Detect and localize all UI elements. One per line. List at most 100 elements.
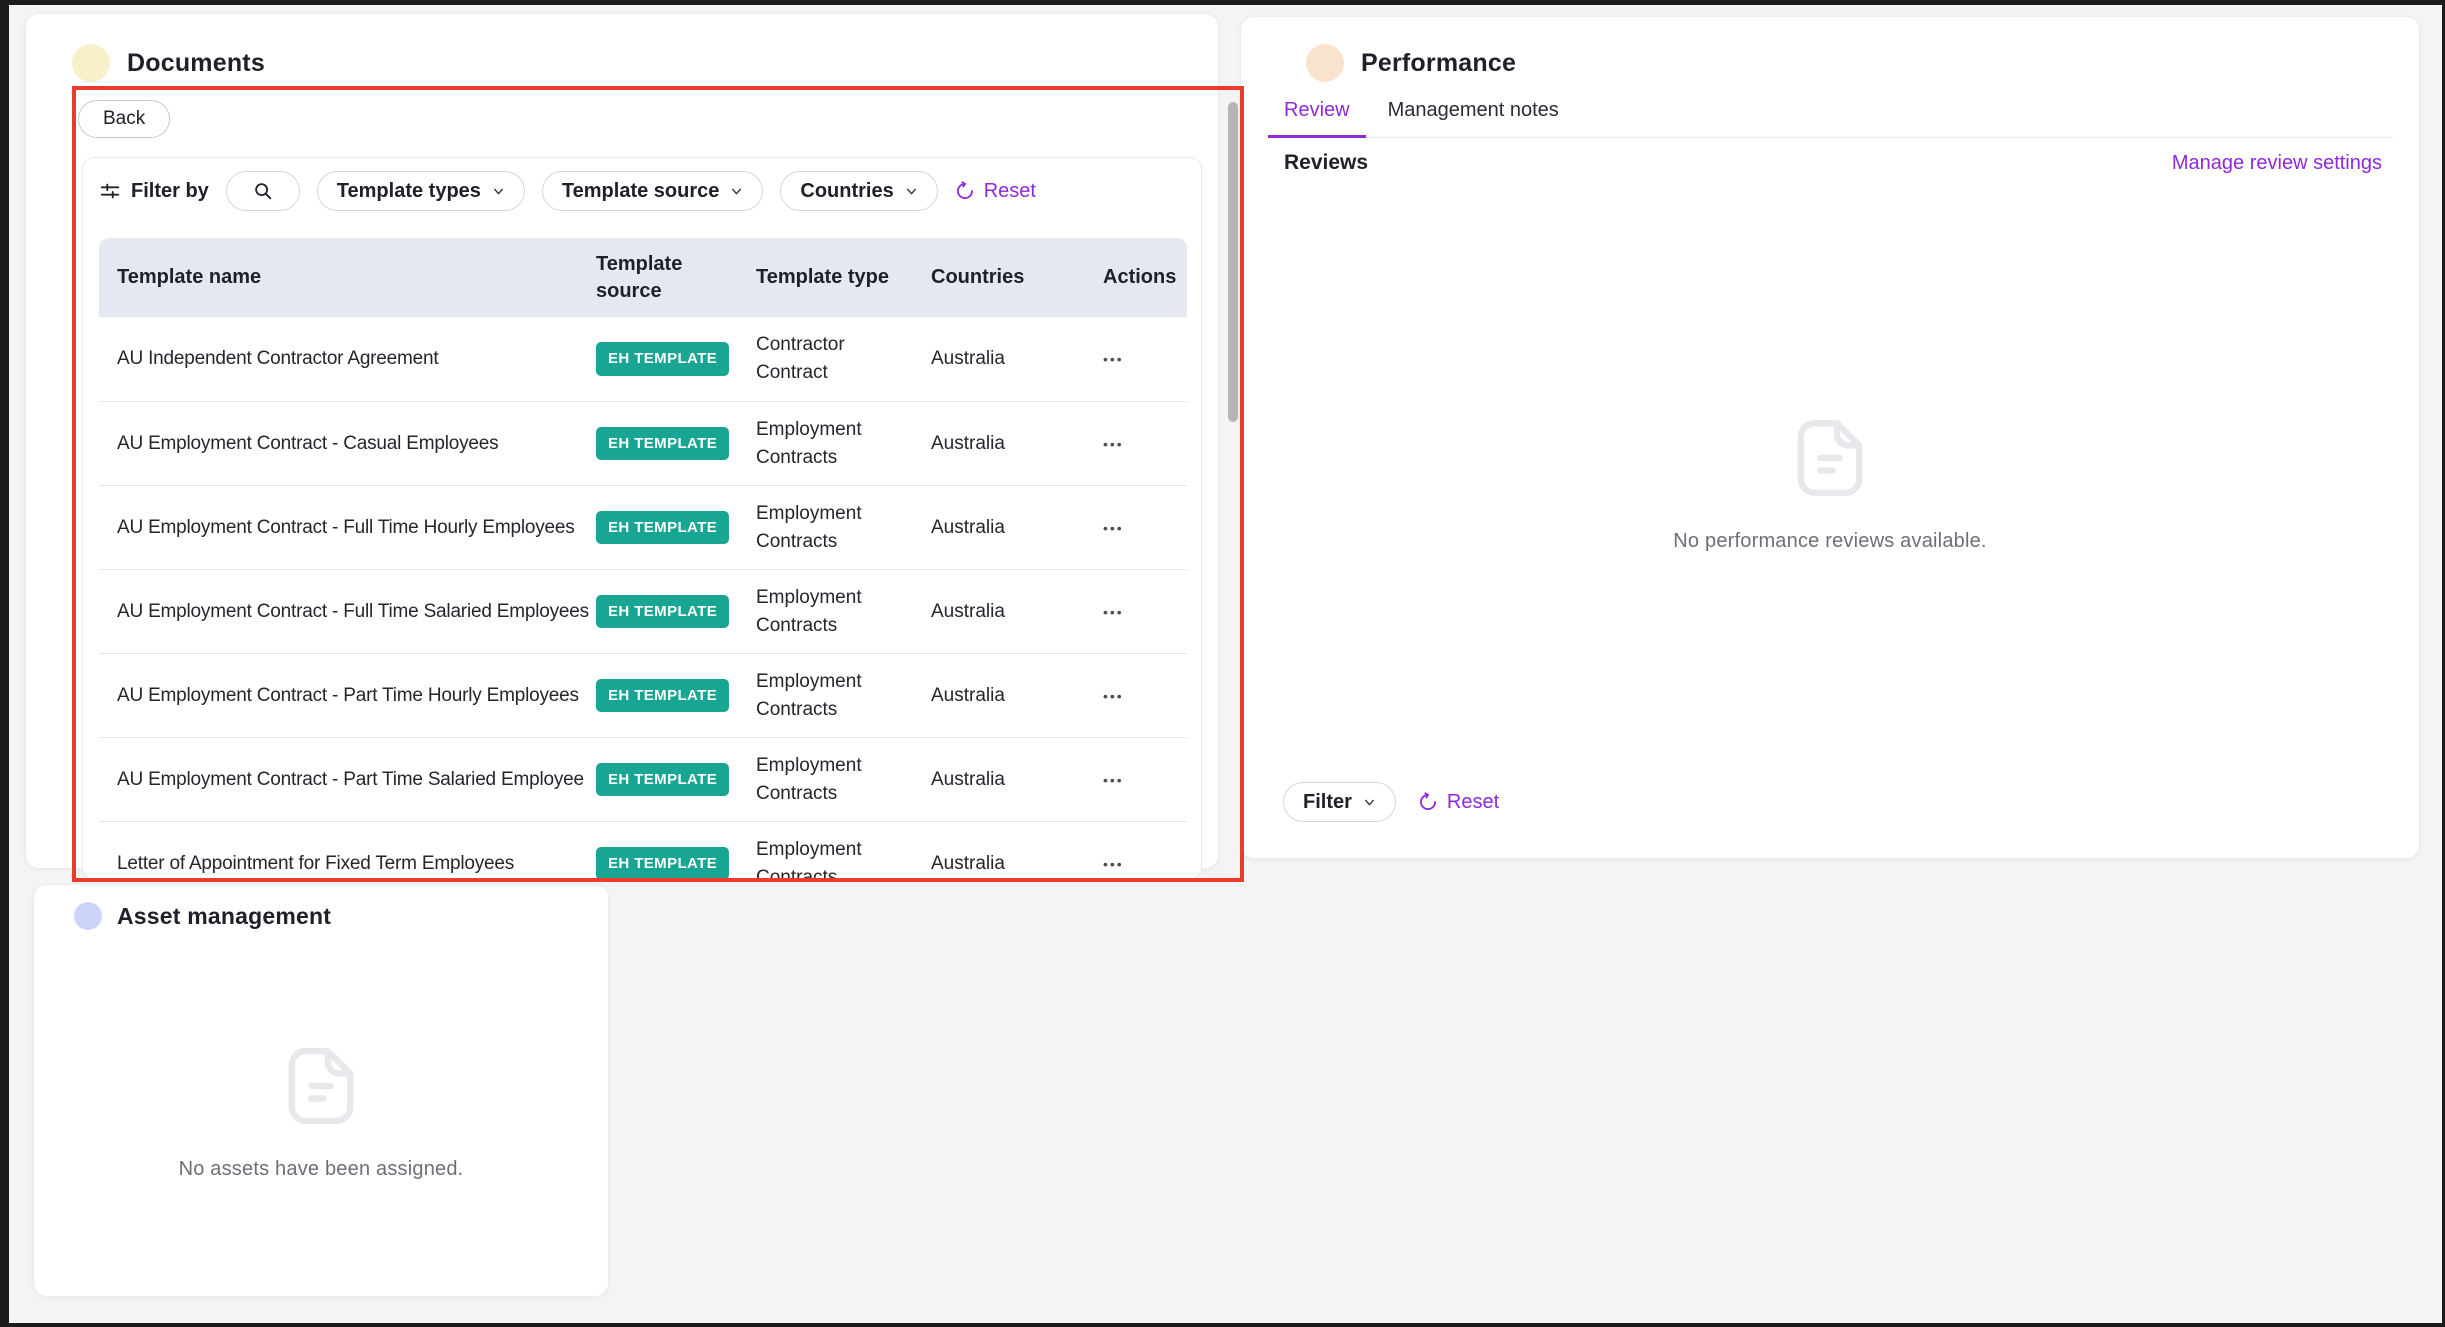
row-actions-button[interactable]: ••• (1103, 682, 1187, 710)
header-template-source: Template source (596, 252, 683, 302)
template-types-dropdown[interactable]: Template types (316, 171, 525, 211)
document-icon (1797, 420, 1863, 496)
filter-by-label: Filter by (99, 180, 209, 203)
template-name-cell: AU Employment Contract - Full Time Hourl… (117, 516, 575, 538)
performance-title: Performance (1361, 48, 1517, 77)
table-row[interactable]: Letter of Appointment for Fixed Term Emp… (99, 821, 1187, 880)
countries-cell: Australia (931, 852, 1005, 874)
template-type-cell: Employment Contracts (756, 838, 862, 880)
row-actions-button[interactable]: ••• (1103, 766, 1187, 794)
asset-panel-header: Asset management (74, 902, 331, 930)
table-row[interactable]: AU Employment Contract - Full Time Hourl… (99, 485, 1187, 569)
countries-cell: Australia (931, 768, 1005, 790)
table-body: AU Independent Contractor Agreement EH T… (99, 317, 1187, 880)
table-row[interactable]: AU Independent Contractor Agreement EH T… (99, 317, 1187, 401)
performance-filter-label: Filter (1303, 790, 1352, 813)
row-actions-button[interactable]: ••• (1103, 850, 1187, 878)
template-source-badge: EH TEMPLATE (596, 342, 730, 376)
performance-panel-header: Performance (1306, 44, 1516, 82)
template-source-badge: EH TEMPLATE (596, 426, 730, 461)
template-source-cell: EH TEMPLATE (596, 342, 756, 376)
countries-cell: Australia (931, 348, 1005, 370)
template-type-cell: Employment Contracts (756, 586, 862, 636)
reset-icon (1419, 792, 1436, 810)
template-name-cell: AU Employment Contract - Casual Employee… (117, 432, 499, 454)
documents-title: Documents (127, 48, 265, 77)
performance-empty-state: No performance reviews available. (1241, 419, 2419, 553)
asset-empty-state: No assets have been assigned. (34, 1047, 608, 1181)
documents-scrollbar-thumb[interactable] (1228, 102, 1238, 422)
performance-empty-text: No performance reviews available. (1673, 530, 1987, 552)
chevron-down-icon (493, 188, 503, 194)
table-row[interactable]: AU Employment Contract - Part Time Salar… (99, 737, 1187, 821)
template-name-cell: Letter of Appointment for Fixed Term Emp… (117, 852, 515, 874)
performance-reset-link[interactable]: Reset (1418, 791, 1499, 814)
performance-controls: Filter Reset (1283, 782, 1499, 822)
countries-label: Countries (800, 179, 894, 202)
table-row[interactable]: AU Employment Contract - Casual Employee… (99, 401, 1187, 485)
template-type-cell: Employment Contracts (756, 418, 862, 468)
template-source-badge: EH TEMPLATE (596, 510, 730, 545)
documents-reset-label: Reset (983, 179, 1036, 202)
sliders-icon (100, 183, 120, 199)
template-source-badge: EH TEMPLATE (596, 594, 730, 629)
template-source-cell: EH TEMPLATE (596, 762, 756, 797)
asset-title: Asset management (117, 902, 332, 929)
template-source-cell: EH TEMPLATE (596, 510, 756, 545)
header-template-name: Template name (117, 266, 262, 288)
header-countries: Countries (931, 266, 1025, 288)
templates-table-container: Filter by Template types Template source (82, 157, 1202, 880)
countries-cell: Australia (931, 516, 1005, 538)
row-actions-button[interactable]: ••• (1103, 345, 1187, 373)
chevron-down-icon (906, 188, 916, 194)
header-actions: Actions (1103, 266, 1177, 288)
search-button[interactable] (225, 171, 300, 211)
reviews-header-row: Reviews Manage review settings (1284, 151, 2382, 175)
template-type-cell: Employment Contracts (756, 502, 862, 552)
documents-reset-link[interactable]: Reset (955, 180, 1036, 203)
manage-review-settings-link[interactable]: Manage review settings (2171, 151, 2382, 174)
table-row[interactable]: AU Employment Contract - Full Time Salar… (99, 569, 1187, 653)
template-source-cell: EH TEMPLATE (596, 678, 756, 713)
table-row[interactable]: AU Employment Contract - Part Time Hourl… (99, 653, 1187, 737)
row-actions-button[interactable]: ••• (1103, 514, 1187, 542)
template-source-dropdown[interactable]: Template source (541, 171, 764, 211)
template-name-cell: AU Employment Contract - Part Time Salar… (117, 768, 584, 790)
ellipsis-icon: ••• (1103, 435, 1124, 452)
template-type-cell: Contractor Contract (756, 334, 845, 383)
asset-management-panel: Asset management No assets have been ass… (33, 884, 609, 1297)
template-name-cell: AU Employment Contract - Full Time Salar… (117, 600, 589, 622)
asset-empty-text: No assets have been assigned. (178, 1158, 464, 1180)
back-button[interactable]: Back (78, 100, 171, 138)
performance-filter-dropdown[interactable]: Filter (1283, 782, 1396, 822)
ellipsis-icon: ••• (1103, 771, 1124, 788)
reviews-section-title: Reviews (1284, 151, 1369, 174)
template-type-cell: Employment Contracts (756, 754, 862, 804)
search-icon (255, 183, 272, 200)
performance-tabs: Review Management notes (1268, 99, 2393, 138)
chevron-down-icon (1364, 799, 1374, 805)
template-source-cell: EH TEMPLATE (596, 594, 756, 629)
filter-bar: Filter by Template types Template source (99, 171, 1185, 211)
row-actions-button[interactable]: ••• (1103, 598, 1187, 626)
ellipsis-icon: ••• (1103, 603, 1124, 620)
performance-reset-label: Reset (1446, 790, 1500, 813)
chevron-down-icon (732, 188, 742, 194)
filter-by-text: Filter by (131, 179, 209, 202)
header-template-type: Template type (756, 266, 889, 288)
row-actions-button[interactable]: ••• (1103, 430, 1187, 458)
countries-dropdown[interactable]: Countries (780, 171, 938, 211)
tab-management-notes[interactable]: Management notes (1387, 99, 1559, 121)
templates-table: Template name Template source Template t… (99, 238, 1187, 880)
template-source-badge: EH TEMPLATE (596, 846, 730, 879)
template-source-label: Template source (561, 179, 720, 202)
reset-icon (956, 181, 973, 199)
template-name-cell: AU Independent Contractor Agreement (117, 348, 439, 370)
template-source-cell: EH TEMPLATE (596, 426, 756, 461)
ellipsis-icon: ••• (1103, 519, 1124, 536)
tab-review[interactable]: Review (1268, 99, 1366, 138)
documents-dot-icon (72, 44, 110, 82)
countries-cell: Australia (931, 432, 1005, 454)
performance-dot-icon (1306, 44, 1344, 82)
